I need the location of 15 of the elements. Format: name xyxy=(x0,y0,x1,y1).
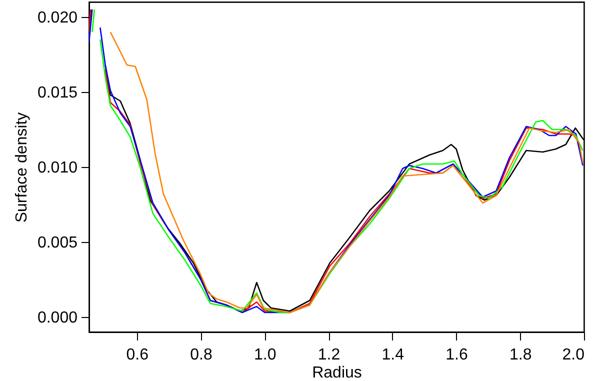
x-tick-label: 1.6 xyxy=(446,346,468,364)
x-axis-title: Radius xyxy=(312,364,362,381)
x-tick-label: 1.0 xyxy=(254,346,276,364)
x-tick-label: 2.0 xyxy=(562,346,585,364)
y-tick-label: 0.015 xyxy=(37,84,78,102)
x-tick-label: 1.2 xyxy=(318,346,340,364)
x-tick-label: 1.8 xyxy=(510,346,532,364)
x-tick-label: 1.4 xyxy=(382,346,404,364)
y-tick-label: 0.005 xyxy=(37,234,78,252)
y-tick-label: 0.010 xyxy=(37,160,78,176)
x-tick-label: 0.8 xyxy=(190,346,212,364)
y-tick-label: 0.020 xyxy=(37,10,78,26)
x-tick-label: 0.6 xyxy=(126,346,149,364)
y-axis-title: Surface density xyxy=(13,112,30,223)
y-tick-label: 0.000 xyxy=(37,310,78,326)
